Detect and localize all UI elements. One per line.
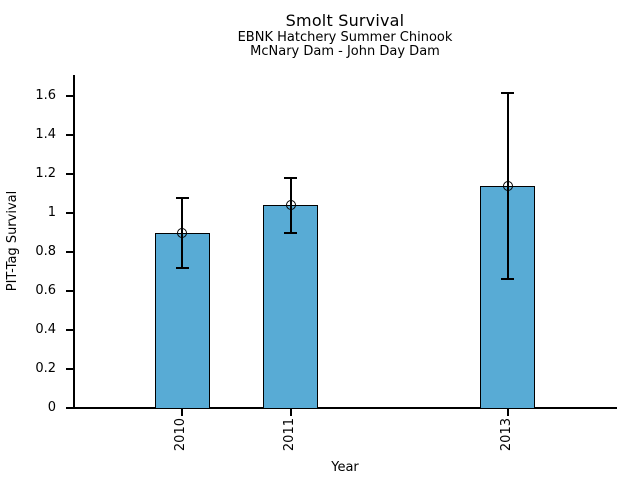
error-bar-cap-top bbox=[501, 91, 515, 94]
y-tick-label: 1.2 bbox=[35, 166, 56, 182]
x-tick-mark bbox=[181, 409, 184, 416]
point-marker bbox=[285, 200, 296, 211]
y-tick-mark bbox=[66, 212, 74, 215]
bar bbox=[263, 205, 319, 409]
point-marker bbox=[502, 181, 513, 191]
y-tick-mark bbox=[66, 95, 74, 98]
y-axis-line bbox=[73, 75, 75, 409]
x-tick-mark bbox=[289, 409, 292, 416]
y-tick-label: 0.4 bbox=[35, 322, 56, 338]
point-marker bbox=[177, 227, 188, 238]
error-bar-cap-top bbox=[284, 177, 298, 180]
error-bar-cap-bottom bbox=[501, 278, 515, 281]
x-tick-label: 2013 bbox=[498, 418, 514, 452]
y-tick-label: 1 bbox=[47, 205, 56, 221]
x-tick-label: 2011 bbox=[281, 418, 297, 452]
error-bar-cap-bottom bbox=[175, 266, 189, 269]
y-tick-mark bbox=[66, 290, 74, 293]
chart-title: Smolt Survival bbox=[285, 11, 405, 30]
y-tick-label: 1.6 bbox=[35, 88, 56, 104]
y-tick-mark bbox=[66, 368, 74, 371]
error-bar-cap-bottom bbox=[284, 231, 298, 234]
x-tick-mark bbox=[506, 409, 509, 416]
y-tick-mark bbox=[66, 173, 74, 176]
title-block: Smolt Survival EBNK Hatchery Summer Chin… bbox=[74, 11, 616, 59]
chart-subtitle-stock: EBNK Hatchery Summer Chinook bbox=[237, 30, 453, 45]
y-tick-label: 0 bbox=[47, 400, 56, 415]
y-tick-label: 0.8 bbox=[35, 244, 56, 260]
error-bar-cap-top bbox=[175, 196, 189, 199]
y-tick-mark bbox=[66, 329, 74, 332]
y-tick-label: 1.4 bbox=[35, 127, 56, 143]
y-tick-label: 0.6 bbox=[35, 283, 56, 299]
x-axis-line bbox=[73, 407, 617, 409]
y-tick-mark bbox=[66, 134, 74, 137]
y-tick-label: 0.2 bbox=[35, 361, 56, 377]
chart-subtitle-reach: McNary Dam - John Day Dam bbox=[250, 44, 440, 59]
y-tick-mark bbox=[66, 407, 74, 409]
x-tick-label: 2010 bbox=[173, 418, 189, 452]
x-axis-label: Year bbox=[331, 460, 359, 475]
y-tick-mark bbox=[66, 251, 74, 254]
